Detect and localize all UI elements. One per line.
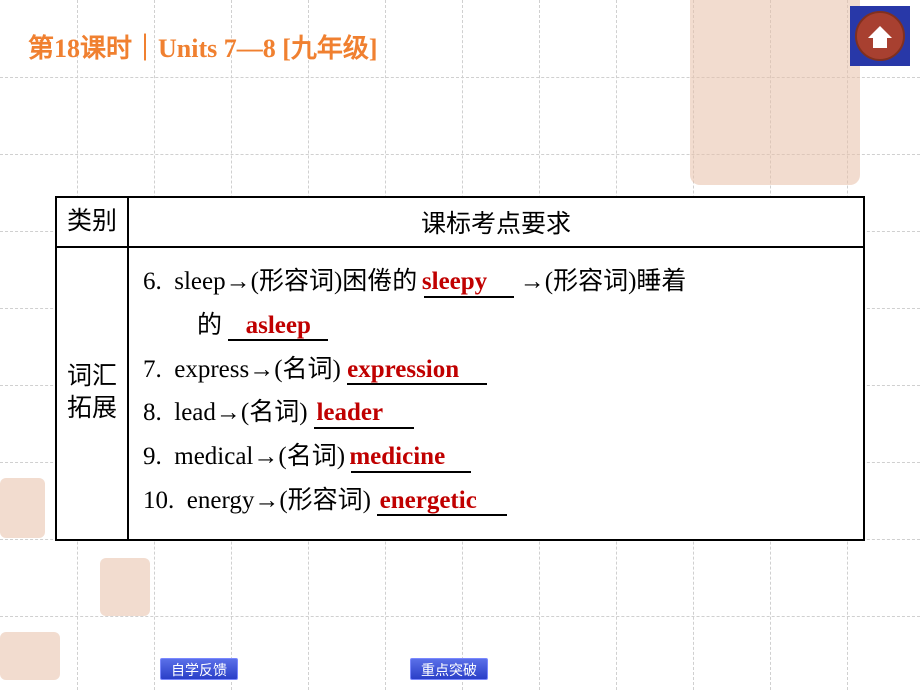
content-cell: 6. sleep→(形容词)困倦的 sleepy →(形容词)睡着 的 asle…	[128, 247, 864, 540]
feedback-button[interactable]: 自学反馈	[160, 658, 238, 680]
title-part1: 第18课时	[28, 34, 132, 63]
item-num: 6.	[143, 268, 162, 295]
item-stem: energy→(形容词)	[187, 487, 371, 514]
blank: expression	[347, 356, 487, 386]
home-icon	[855, 11, 905, 61]
item-num: 10.	[143, 487, 174, 514]
answer: energetic	[380, 487, 477, 514]
blank: energetic	[377, 487, 507, 517]
seal-decoration	[690, 0, 860, 185]
category-label: 词汇 拓展	[67, 363, 117, 423]
item-9: 9. medical→(名词) medicine	[167, 435, 853, 479]
item-6: 6. sleep→(形容词)困倦的 sleepy →(形容词)睡着	[167, 260, 853, 304]
blank: leader	[314, 399, 414, 429]
item-8: 8. lead→(名词) leader	[167, 391, 853, 435]
title-sep: ｜	[132, 34, 158, 63]
answer: expression	[347, 356, 459, 383]
answer: sleepy	[422, 268, 487, 295]
seal-decoration	[100, 558, 150, 616]
item-num: 7.	[143, 356, 162, 383]
answer: asleep	[246, 312, 311, 339]
blank: asleep	[228, 312, 328, 342]
category-cell: 词汇 拓展	[56, 247, 128, 540]
item-6-cont: 的 asleep	[193, 304, 853, 348]
vocab-table: 类别 课标考点要求 词汇 拓展 6. sleep→(形容词)困倦的 sleepy…	[55, 196, 865, 541]
table-header-category: 类别	[56, 197, 128, 247]
item-7: 7. express→(名词) expression	[167, 348, 853, 392]
blank: medicine	[351, 443, 471, 473]
table-header-requirement: 课标考点要求	[128, 197, 864, 247]
breakthrough-button[interactable]: 重点突破	[410, 658, 488, 680]
item-num: 8.	[143, 399, 162, 426]
seal-decoration	[0, 478, 45, 538]
item-stem: 的	[197, 312, 222, 339]
item-stem: express→(名词)	[174, 356, 341, 383]
answer: leader	[316, 399, 383, 426]
item-stem: sleep→(形容词)困倦的	[174, 268, 417, 295]
answer: medicine	[349, 443, 445, 470]
title-part2: Units 7—8 [九年级]	[158, 34, 378, 63]
blank: sleepy	[424, 268, 514, 298]
page-title: 第18课时｜Units 7—8 [九年级]	[28, 28, 378, 65]
item-10: 10. energy→(形容词) energetic	[167, 479, 853, 523]
item-stem: medical→(名词)	[174, 443, 345, 470]
item-num: 9.	[143, 443, 162, 470]
item-stem: lead→(名词)	[174, 399, 307, 426]
seal-decoration	[0, 632, 60, 680]
home-button[interactable]	[850, 6, 910, 66]
item-stem: →(形容词)睡着	[520, 268, 687, 295]
